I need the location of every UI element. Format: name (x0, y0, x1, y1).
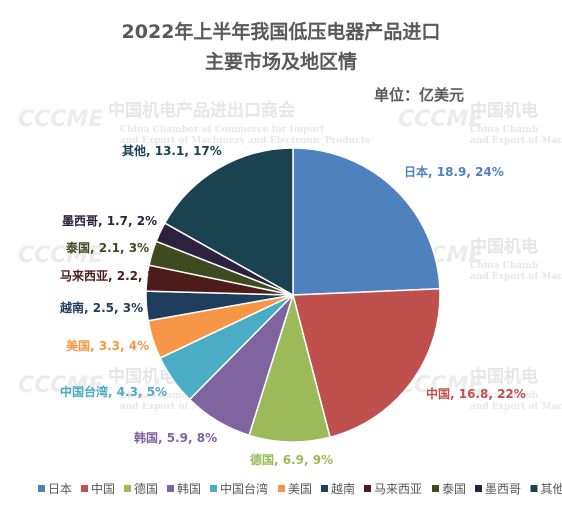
unit-label: 单位：亿美元 (374, 86, 464, 104)
data-label-8: 泰国, 2.1, 3% (65, 240, 149, 255)
data-label-6: 越南, 2.5, 3% (59, 300, 143, 315)
legend-label-4: 中国台湾 (220, 481, 268, 496)
data-label-5: 美国, 3.3, 4% (66, 338, 149, 353)
legend-swatch-6 (321, 485, 328, 492)
legend-swatch-7 (364, 485, 371, 492)
data-label-1: 中国, 16.8, 22% (426, 386, 526, 401)
watermark-logo: CCCME (18, 373, 103, 398)
watermark-name-en-1: China Chamber of Commerce for Import (120, 125, 325, 135)
legend-swatch-1 (81, 485, 88, 492)
data-label-0: 日本, 18.9, 24% (404, 164, 504, 179)
data-label-7: 马来西亚, 2.2, 3% (60, 268, 167, 283)
legend-label-0: 日本 (48, 482, 72, 496)
pie-slice-0 (292, 147, 441, 296)
legend: 日本 中国 德国 韩国 中国台湾 美国 越南 马来西亚 泰国 墨西哥 其他 (38, 481, 562, 496)
data-labels: 日本, 18.9, 24% 中国, 16.8, 22% 德国, 6.9, 9% 韩国,… (59, 143, 526, 467)
legend-label-3: 韩国 (177, 481, 201, 496)
data-label-2: 德国, 6.9, 9% (250, 452, 333, 467)
watermark-name-en-short-1: China Chamb (470, 125, 538, 135)
pie-slice-10 (163, 147, 294, 297)
watermark-top-right: CCCME 中国机电 China Chamb and Export of Mac… (398, 100, 562, 146)
watermark-middle-left: CCCME (18, 243, 103, 268)
pie-slices (145, 147, 441, 443)
pie-slice-2 (248, 292, 331, 443)
legend-swatch-9 (475, 485, 482, 492)
legend-label-1: 中国 (91, 481, 115, 496)
data-label-10: 其他, 13.1, 17% (122, 143, 222, 158)
watermark-logo: CCCME (18, 107, 103, 132)
legend-swatch-10 (530, 485, 538, 492)
watermark-top: CCCME 中国机电产品进出口商会 China Chamber of Comme… (18, 100, 370, 146)
legend-label-5: 美国 (288, 482, 312, 496)
watermark-name-en-short-2: and Export of Mach (470, 136, 562, 146)
watermark-name-cn-short: 中国机电 (470, 100, 538, 121)
data-label-9: 墨西哥, 1.7, 2% (62, 214, 157, 228)
legend-swatch-0 (38, 485, 45, 492)
watermark-name-en-short-1: China Chamb (470, 391, 538, 401)
legend-swatch-8 (432, 485, 439, 492)
legend-swatch-4 (210, 485, 217, 492)
watermark-logo: CCCME (18, 243, 103, 268)
watermark-name-cn: 中国机电产品进出口商会 (108, 100, 295, 121)
pie-slice-1 (292, 287, 441, 439)
watermark-name-en-2: and Export of Machinery and Electronic P… (120, 136, 370, 146)
watermark-name-cn-short: 中国机电 (470, 236, 538, 257)
legend-label-6: 越南 (331, 481, 355, 496)
watermark-logo: CCCME (398, 107, 483, 132)
legend-swatch-5 (278, 485, 285, 492)
data-label-3: 韩国, 5.9, 8% (134, 430, 217, 445)
legend-label-10: 其他 (541, 482, 562, 496)
legend-label-8: 泰国 (442, 482, 466, 496)
legend-swatch-3 (167, 485, 174, 492)
chart-title-line-1: 2022年上半年我国低压电器产品进口 (122, 20, 441, 43)
watermark-name-en-short-2: and Export of Mach (470, 272, 562, 282)
watermark-name-cn-short: 中国机电 (470, 366, 538, 387)
watermark-name-en-short-2: and Export of Mach (470, 402, 562, 412)
legend-swatch-2 (124, 485, 131, 492)
legend-label-7: 马来西亚 (374, 482, 422, 496)
legend-label-9: 墨西哥 (485, 482, 521, 496)
data-label-4: 中国台湾, 4.3, 5% (60, 384, 167, 399)
watermark-name-en-short-1: China Chamb (470, 261, 538, 271)
chart-title-line-2: 主要市场及地区情 (205, 50, 357, 73)
legend-label-2: 德国 (134, 481, 158, 496)
